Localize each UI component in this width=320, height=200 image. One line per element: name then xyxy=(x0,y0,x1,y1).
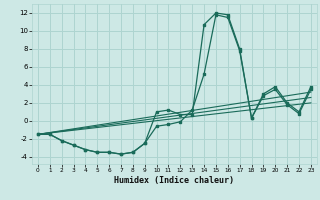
X-axis label: Humidex (Indice chaleur): Humidex (Indice chaleur) xyxy=(115,176,234,185)
